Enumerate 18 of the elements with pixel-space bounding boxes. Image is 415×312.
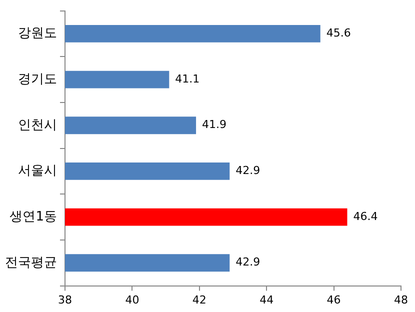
- x-tick-label: 42: [192, 293, 206, 306]
- x-tick-label: 38: [58, 293, 72, 306]
- data-label: 42.9: [236, 164, 260, 178]
- x-tick-label: 46: [326, 293, 341, 306]
- x-tick-label: 48: [394, 293, 408, 306]
- x-tick-label: 44: [260, 293, 274, 306]
- data-label: 41.1: [175, 72, 200, 86]
- y-tick-label: 강원도: [18, 26, 57, 42]
- data-label: 45.6: [326, 26, 351, 40]
- data-label: 42.9: [236, 256, 260, 269]
- y-tick-label: 인천시: [18, 118, 57, 133]
- y-tick-label: 서울시: [18, 164, 57, 179]
- y-tick-label: 전국평균: [5, 255, 57, 270]
- y-tick-label: 경기도: [18, 72, 57, 87]
- data-label: 46.4: [353, 210, 378, 223]
- x-tick-label: 40: [125, 293, 140, 306]
- data-label: 41.9: [202, 118, 227, 132]
- y-tick-label: 생연1동: [10, 209, 57, 224]
